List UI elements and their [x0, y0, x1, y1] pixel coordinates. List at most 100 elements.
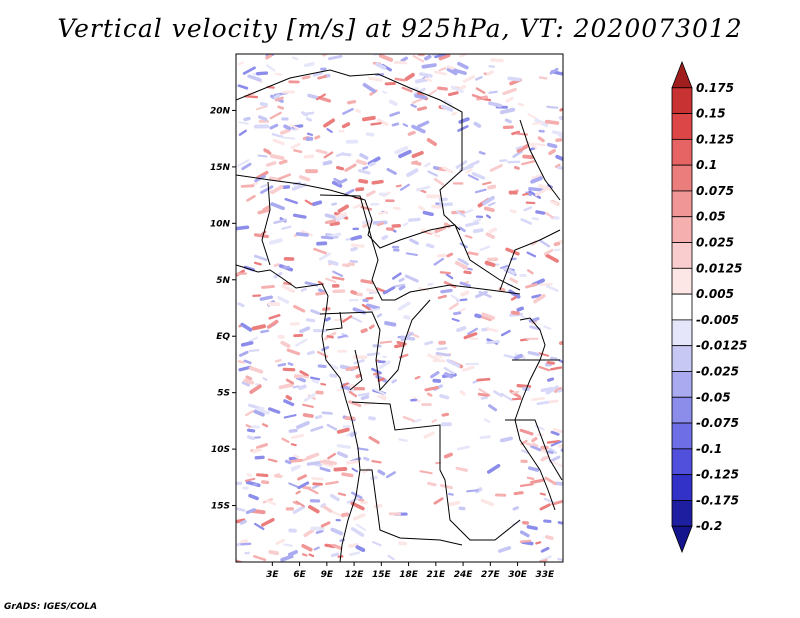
field-streak [387, 554, 395, 561]
field-streak [546, 360, 555, 365]
field-streak [409, 238, 419, 245]
field-streak [558, 359, 563, 364]
field-streak [557, 557, 563, 561]
field-streak [432, 165, 440, 170]
field-streak [326, 128, 333, 134]
field-streak [548, 447, 557, 455]
field-streak [316, 93, 326, 101]
field-streak [290, 142, 301, 150]
field-streak [280, 128, 291, 135]
field-streak [417, 106, 428, 112]
field-streak [543, 248, 554, 256]
field-streak [344, 188, 355, 196]
field-streak [301, 75, 311, 80]
field-streak [509, 209, 517, 214]
field-streak [424, 385, 439, 392]
field-streak [241, 162, 252, 171]
field-streak [450, 85, 464, 93]
field-streak [350, 289, 357, 295]
field-streak [310, 425, 324, 432]
field-streak [404, 72, 415, 81]
field-streak [419, 72, 433, 78]
field-streak [522, 154, 534, 160]
field-streak [355, 159, 367, 166]
field-streak [488, 90, 498, 94]
field-streak [327, 259, 339, 266]
field-streak [355, 373, 363, 379]
coastline [236, 264, 361, 562]
field-streak [357, 392, 370, 397]
field-streak [288, 428, 298, 433]
field-streak [317, 364, 327, 369]
lon-tick-label: 9E [321, 570, 334, 580]
field-streak [365, 303, 381, 310]
field-streak [251, 324, 267, 331]
lat-tick-label: 15N [210, 163, 231, 173]
field-streak [454, 260, 468, 270]
field-streak [297, 481, 310, 490]
field-streak [263, 148, 272, 155]
field-streak [416, 120, 430, 129]
field-streak [372, 540, 382, 547]
field-streak [242, 66, 256, 75]
field-streak [368, 324, 375, 330]
field-streak [527, 113, 538, 120]
field-streak [530, 176, 543, 184]
field-streak [474, 313, 482, 319]
field-streak [414, 375, 421, 380]
field-streak [345, 460, 360, 465]
field-streak [311, 484, 320, 490]
field-streak [442, 166, 454, 174]
field-streak [432, 54, 439, 57]
lon-tick-label: 33E [535, 570, 555, 580]
field-streak [267, 407, 281, 414]
field-streak [475, 290, 488, 299]
field-streak [459, 164, 474, 172]
field-streak [270, 202, 285, 211]
field-streak [400, 336, 416, 341]
field-streak [283, 399, 295, 407]
field-streak [326, 423, 338, 431]
field-streak [372, 220, 388, 225]
colorbar-label: 0.075 [696, 184, 734, 198]
field-streak [290, 443, 297, 447]
field-streak [539, 559, 548, 562]
field-streak [238, 365, 252, 372]
field-streak [403, 314, 411, 320]
field-streak [376, 118, 389, 126]
field-streak [298, 384, 307, 391]
field-streak [540, 455, 549, 462]
field-streak [337, 492, 347, 497]
field-streak [291, 183, 307, 191]
field-streak [485, 232, 496, 239]
field-streak [553, 241, 561, 247]
field-streak [306, 132, 314, 136]
field-streak [337, 204, 349, 213]
field-streak [351, 491, 363, 500]
field-streak [326, 335, 334, 339]
field-streak [350, 501, 365, 511]
field-streak [362, 82, 377, 93]
field-streak [330, 552, 340, 558]
field-streak [528, 466, 540, 472]
colorbar-segment [671, 448, 693, 476]
lat-tick-label: 20N [210, 106, 231, 116]
lat-axis: 20N 15N 10N 5N EQ 5S 10S 15S [210, 106, 236, 512]
colorbar-segment [671, 474, 693, 501]
grads-credit: GrADS: IGES/COLA [4, 602, 98, 612]
field-streak [502, 87, 517, 96]
field-streak [554, 386, 562, 394]
field-streak [237, 159, 250, 167]
field-streak [508, 289, 521, 299]
field-streak [384, 321, 397, 327]
field-streak [485, 214, 491, 219]
field-streak [437, 86, 448, 91]
field-streak [324, 316, 331, 322]
field-streak [286, 348, 301, 356]
field-streak [435, 353, 443, 359]
field-streak [438, 67, 447, 72]
border-sahel [236, 174, 521, 291]
chart-title: Vertical velocity [m/s] at 925hPa, VT: 2… [57, 14, 743, 43]
field-streak [451, 318, 460, 322]
field-streak [411, 124, 426, 134]
